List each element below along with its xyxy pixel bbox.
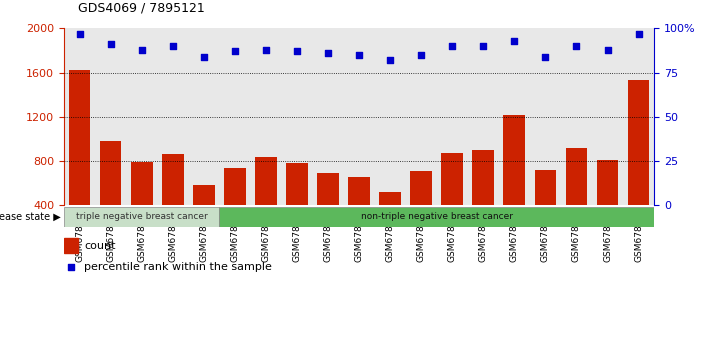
Bar bbox=[282, 28, 312, 205]
Text: disease state ▶: disease state ▶ bbox=[0, 212, 60, 222]
Bar bbox=[468, 28, 499, 205]
Bar bbox=[64, 238, 78, 253]
Bar bbox=[623, 28, 654, 205]
Bar bbox=[317, 173, 339, 250]
Bar bbox=[561, 28, 592, 205]
Point bbox=[229, 48, 240, 54]
Text: triple negative breast cancer: triple negative breast cancer bbox=[76, 212, 208, 221]
Point bbox=[322, 50, 333, 56]
Bar bbox=[437, 28, 468, 205]
Bar bbox=[472, 150, 494, 250]
Bar bbox=[406, 28, 437, 205]
Point bbox=[540, 54, 551, 59]
Point bbox=[136, 47, 147, 52]
Bar bbox=[503, 115, 525, 250]
Point bbox=[415, 52, 427, 58]
Point bbox=[167, 43, 178, 49]
Bar bbox=[592, 28, 623, 205]
Bar bbox=[566, 148, 587, 250]
Point bbox=[198, 54, 210, 59]
Bar bbox=[410, 171, 432, 250]
Bar bbox=[69, 70, 90, 250]
Point bbox=[292, 48, 303, 54]
Point bbox=[602, 47, 613, 52]
Bar bbox=[219, 28, 250, 205]
Text: GDS4069 / 7895121: GDS4069 / 7895121 bbox=[78, 1, 205, 14]
Point bbox=[74, 31, 85, 36]
Bar bbox=[162, 154, 183, 250]
Point bbox=[478, 43, 489, 49]
Bar bbox=[219, 207, 654, 227]
Bar bbox=[255, 156, 277, 250]
Bar bbox=[126, 28, 157, 205]
Bar bbox=[131, 162, 152, 250]
Bar bbox=[157, 28, 188, 205]
Text: count: count bbox=[84, 240, 116, 251]
Point bbox=[260, 47, 272, 52]
Bar bbox=[188, 28, 219, 205]
Point bbox=[65, 264, 77, 270]
Bar bbox=[535, 170, 556, 250]
Bar bbox=[343, 28, 375, 205]
Point bbox=[447, 43, 458, 49]
Bar bbox=[224, 168, 246, 250]
Bar bbox=[499, 28, 530, 205]
Text: percentile rank within the sample: percentile rank within the sample bbox=[84, 262, 272, 272]
Point bbox=[353, 52, 365, 58]
Bar bbox=[348, 177, 370, 250]
Bar bbox=[442, 153, 463, 250]
Point bbox=[633, 31, 644, 36]
Bar bbox=[250, 28, 282, 205]
Bar bbox=[312, 28, 343, 205]
Text: non-triple negative breast cancer: non-triple negative breast cancer bbox=[360, 212, 513, 221]
Point bbox=[385, 57, 396, 63]
Bar bbox=[379, 192, 401, 250]
Point bbox=[508, 38, 520, 44]
Bar bbox=[64, 28, 95, 205]
Bar bbox=[64, 207, 219, 227]
Bar bbox=[597, 160, 619, 250]
Point bbox=[571, 43, 582, 49]
Bar bbox=[100, 141, 122, 250]
Bar bbox=[628, 80, 649, 250]
Bar bbox=[375, 28, 406, 205]
Bar bbox=[286, 163, 308, 250]
Bar bbox=[95, 28, 126, 205]
Bar bbox=[193, 185, 215, 250]
Point bbox=[105, 41, 117, 47]
Bar bbox=[530, 28, 561, 205]
